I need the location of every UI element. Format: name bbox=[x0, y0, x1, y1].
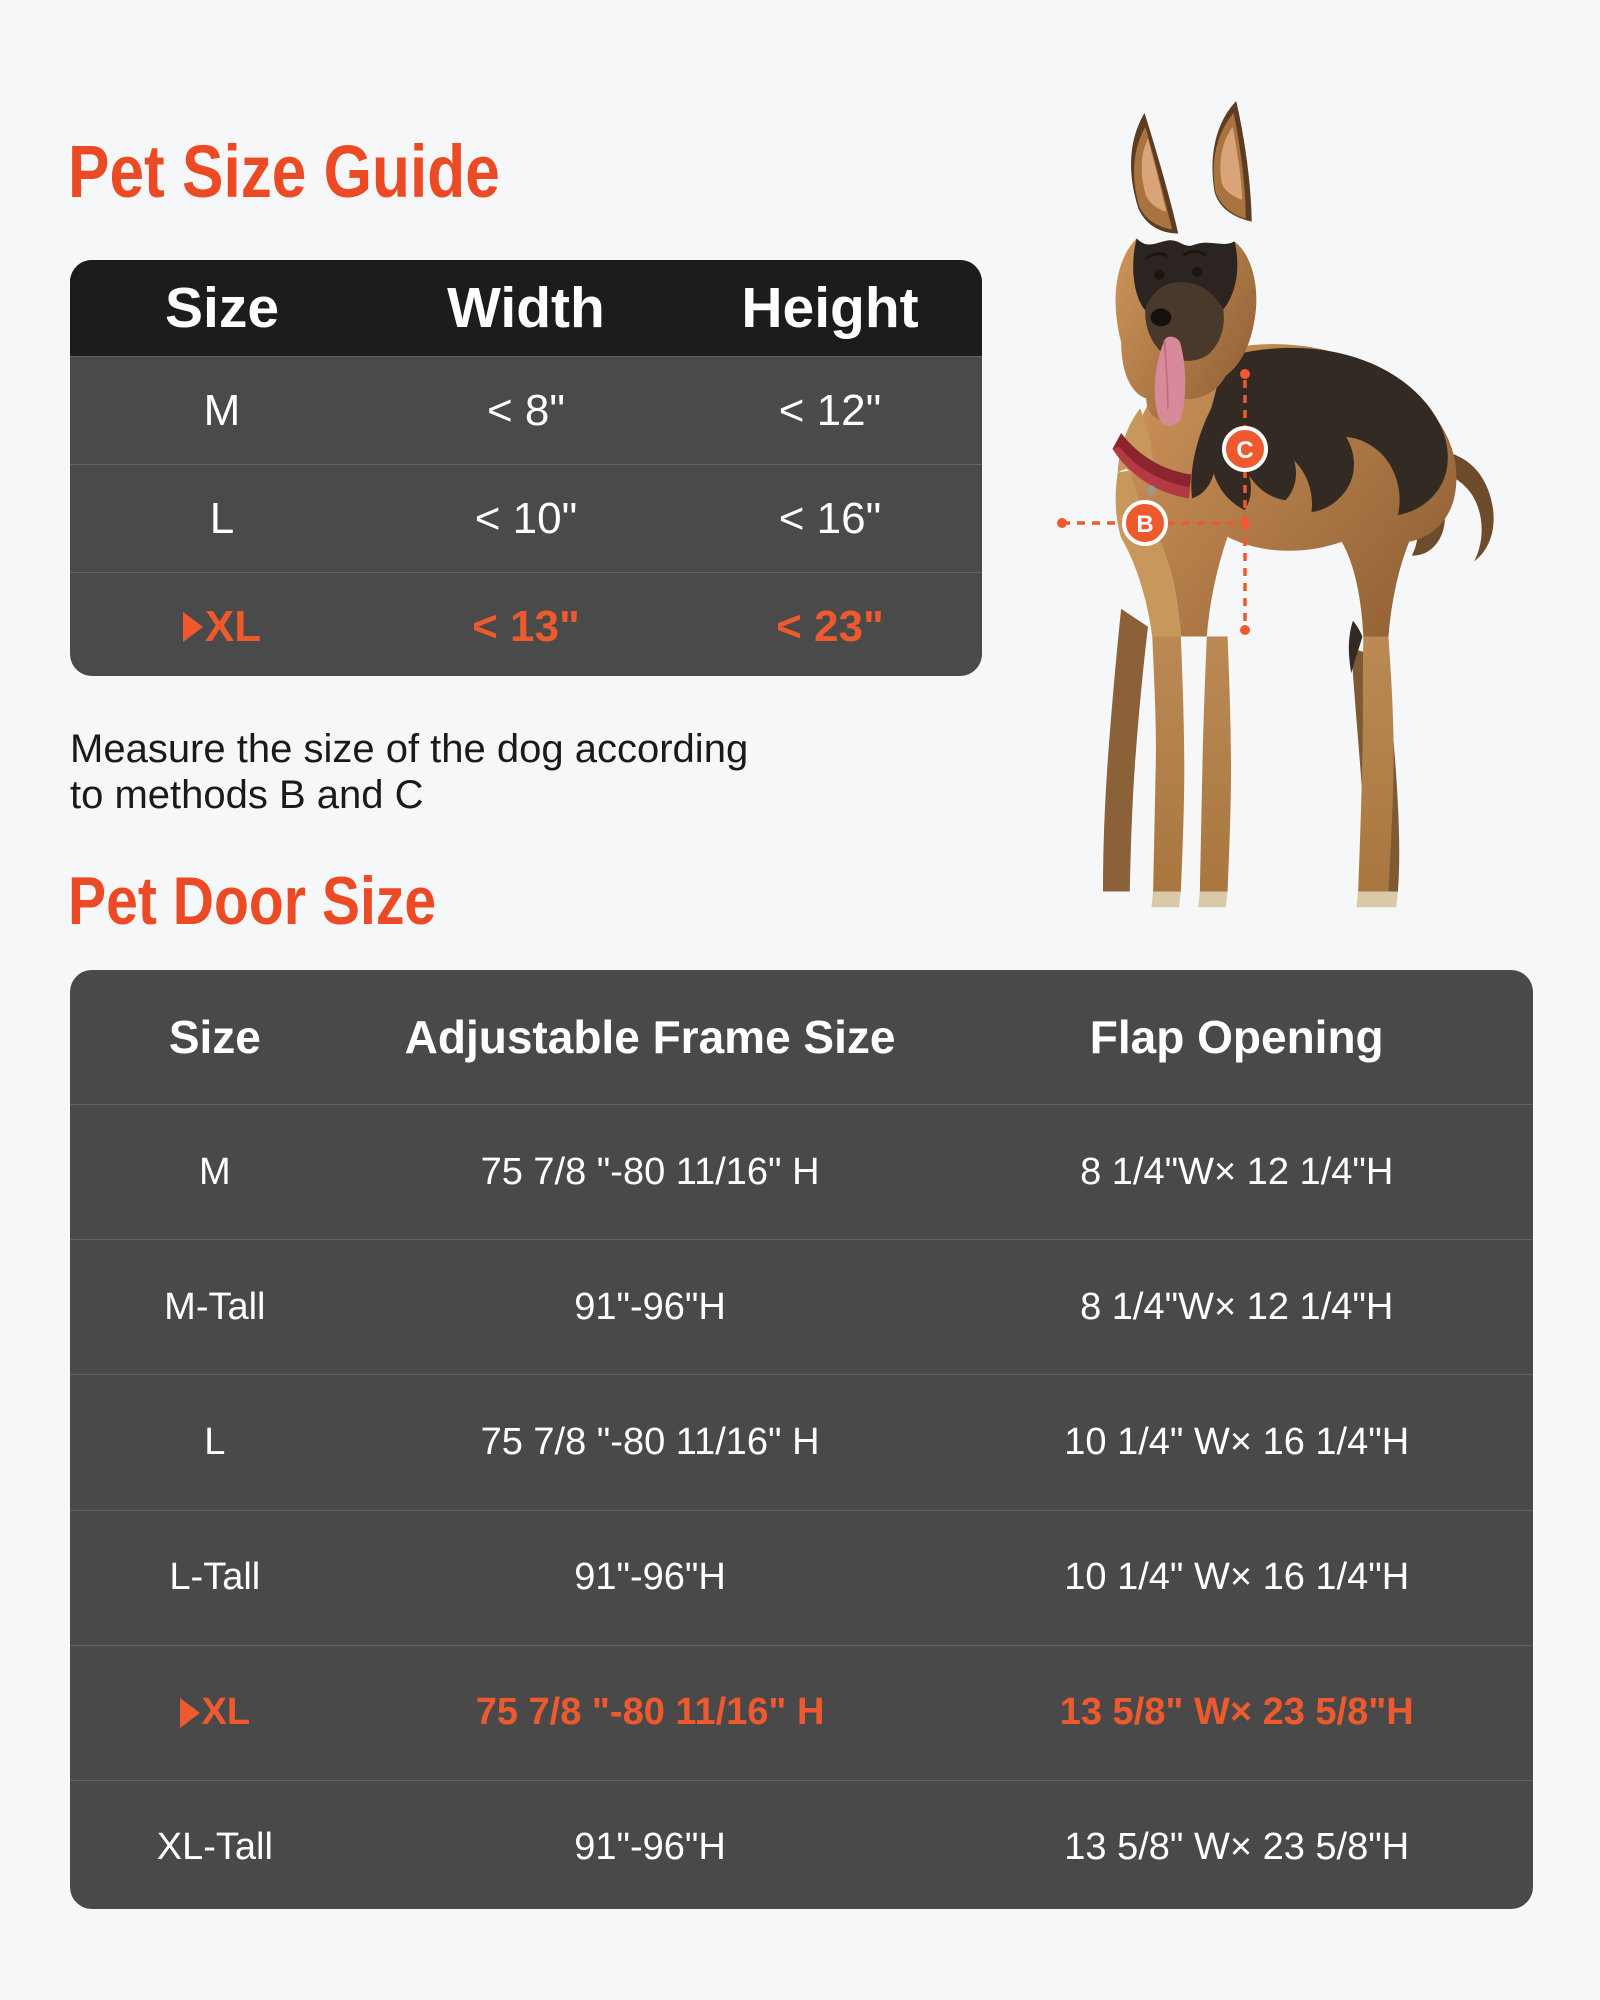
svg-text:B: B bbox=[1136, 511, 1153, 538]
svg-text:C: C bbox=[1236, 437, 1253, 464]
